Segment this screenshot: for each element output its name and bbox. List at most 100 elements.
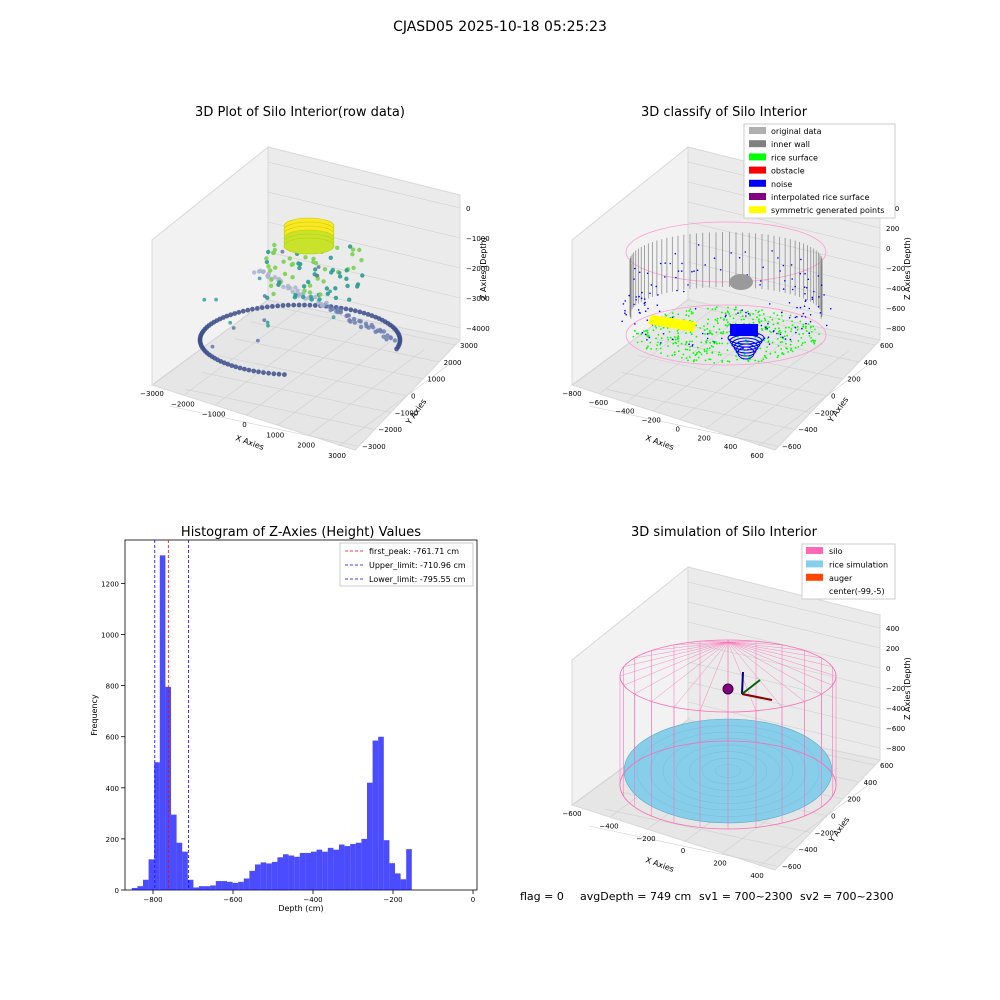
rice-surface-point [769, 352, 772, 355]
rice-surface-point [757, 360, 760, 363]
raw-point [292, 295, 298, 300]
rice-surface-point [660, 337, 663, 340]
rice-surface-point [774, 351, 777, 354]
legend-entry: rice surface [771, 153, 818, 162]
noise-point [747, 313, 750, 315]
rice-surface-point [735, 355, 737, 357]
raw-point [270, 304, 275, 309]
histogram-x-tick-label: 0 [471, 896, 475, 904]
rice-surface-point [715, 331, 718, 334]
noise-point [624, 312, 626, 315]
rice-surface-point [769, 330, 771, 333]
rice-surface-point [797, 346, 800, 348]
raw-point [282, 372, 287, 377]
noise-point [691, 270, 693, 273]
noise-point [799, 272, 802, 275]
noise-point [823, 294, 825, 296]
rice-surface-point [811, 331, 813, 333]
histogram-bar [389, 863, 395, 890]
legend-entry: symmetric generated points [771, 206, 884, 215]
raw-point [273, 265, 278, 270]
rice-surface-point [798, 333, 801, 336]
noise-point [646, 272, 649, 275]
histogram-bar [176, 842, 183, 890]
rice-surface-point [695, 335, 698, 338]
rice-surface-point [695, 359, 698, 362]
noise-point [641, 291, 643, 294]
silo-roof-wire [699, 641, 729, 643]
raw-point [328, 255, 333, 260]
raw-point [355, 284, 360, 289]
histogram-bar [238, 881, 244, 890]
raw-point [315, 273, 320, 278]
rice-surface-point [732, 317, 735, 320]
rice-surface-point [677, 337, 680, 339]
legend-swatch [749, 127, 766, 134]
raw-point [266, 271, 271, 276]
rice-surface-point [776, 356, 779, 359]
rice-surface-point [703, 350, 706, 353]
p4-z-tick-label: −600 [886, 725, 905, 733]
rice-surface-point [776, 322, 779, 325]
rice-surface-point [709, 341, 711, 344]
histogram-x-tick-label: −800 [143, 896, 162, 904]
noise-point [769, 303, 771, 305]
rice-surface-point [644, 330, 647, 332]
p4-z-tick-label: −800 [886, 745, 905, 753]
raw-point [268, 268, 273, 273]
p4-x-tick-label: 400 [750, 872, 763, 880]
rice-surface-point [717, 322, 719, 325]
footer-avg-depth: avgDepth = 749 cm [580, 890, 691, 903]
rice-surface-point [699, 327, 702, 329]
rice-surface-point [772, 323, 775, 326]
rice-surface-point [718, 328, 721, 331]
rice-surface-point [777, 332, 780, 335]
raw-point [307, 283, 313, 288]
rice-surface-point [712, 346, 714, 348]
rice-surface-point [760, 327, 763, 330]
rice-surface-point [696, 346, 699, 349]
rice-surface-point [656, 341, 659, 344]
panel2-x-label: X Axies [644, 433, 675, 452]
rice-surface-point [790, 328, 793, 330]
legend-swatch [749, 166, 766, 174]
histogram-y-tick-label: 1200 [101, 580, 119, 588]
rice-surface-point [796, 326, 799, 328]
raw-point [240, 308, 246, 314]
noise-point [649, 292, 651, 295]
rice-surface-point [712, 325, 715, 328]
raw-point [285, 286, 291, 291]
noise-point [701, 332, 704, 335]
rice-surface-point [724, 312, 727, 314]
rice-surface-point [635, 332, 638, 335]
p2-x-tick-label: −200 [642, 417, 661, 425]
rice-surface-point [726, 325, 728, 327]
p2-x-tick-label: −400 [615, 408, 634, 416]
legend-swatch [806, 547, 823, 554]
raw-point [256, 369, 261, 375]
rice-surface-point [703, 333, 706, 335]
silo-roof-wire [623, 641, 729, 686]
rice-surface-point [764, 356, 767, 358]
raw-point [202, 297, 207, 302]
raw-point [357, 318, 362, 324]
histogram-bar [165, 686, 171, 890]
rice-surface-point [762, 313, 765, 315]
raw-point [302, 288, 307, 293]
p1-z-tick-label: −2000 [466, 265, 490, 273]
legend-swatch [806, 573, 823, 581]
rice-surface-point [761, 309, 763, 311]
noise-point [671, 338, 674, 341]
rice-surface-point [662, 326, 665, 329]
raw-point [344, 276, 349, 281]
rice-surface-point [705, 350, 708, 352]
histogram-bar [339, 844, 345, 890]
status-footer: flag = 0 avgDepth = 749 cm sv1 = 700~230… [520, 890, 894, 903]
rice-surface-point [665, 314, 668, 317]
noise-point [829, 307, 832, 310]
histogram-bar [137, 886, 143, 890]
rice-surface-point [724, 324, 727, 327]
raw-point [388, 335, 393, 341]
noise-point [817, 275, 820, 277]
noise-point [789, 338, 792, 341]
